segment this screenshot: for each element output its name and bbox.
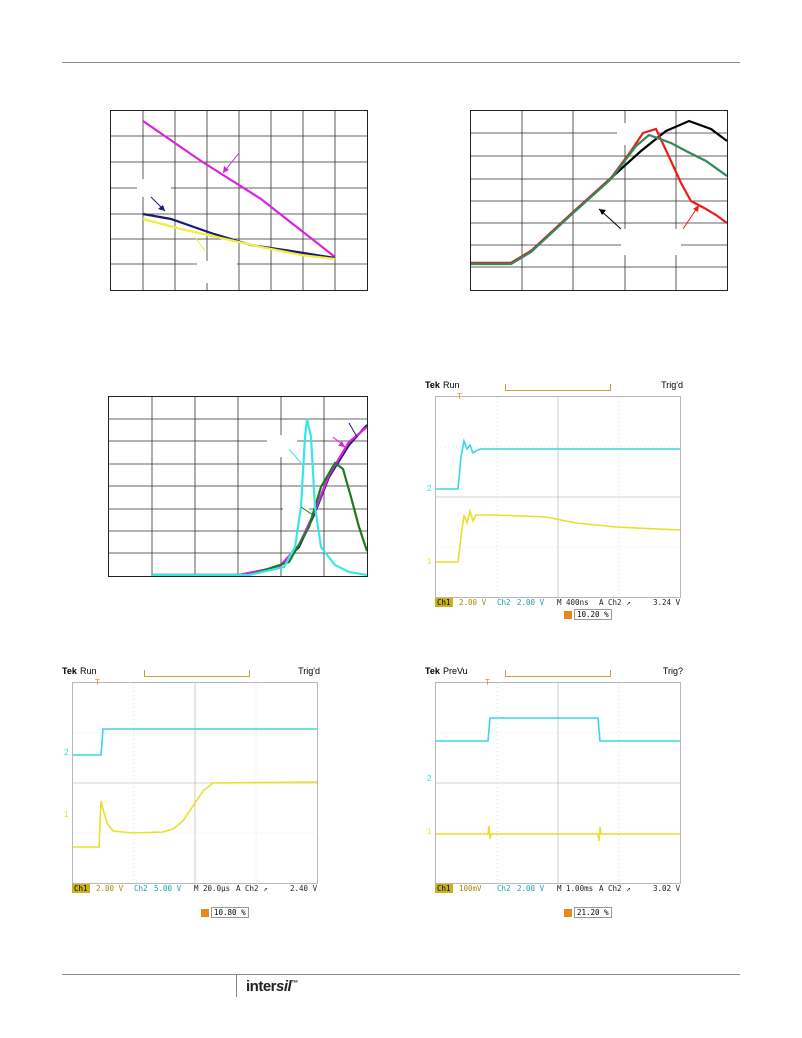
arrow-yellow: [194, 236, 206, 252]
graph-top-left-plot: [111, 111, 367, 290]
footer-rule: [62, 974, 740, 975]
timebase: M 20.0µs: [194, 884, 231, 893]
trigger-icon: [564, 611, 572, 619]
ch2-scale: 2.00 V: [517, 598, 545, 607]
trigger-percent: 21.20 %: [564, 907, 612, 918]
trigger-percent-value: 21.20 %: [574, 907, 612, 918]
arrow-navy: [348, 422, 358, 438]
curve-navy: [142, 212, 336, 260]
curve-magenta: [142, 120, 336, 258]
graph-middle-left: [108, 396, 368, 577]
ch2-scale: 2.00 V: [517, 884, 545, 893]
scope-capture-1: Tek Run Trig'd T 2 1 Ch1 2.00 V Ch2 2.00…: [425, 378, 689, 620]
ch2-waveform: [436, 438, 680, 490]
scope-brand: Tek: [425, 380, 440, 390]
graph-top-left: [110, 110, 368, 291]
scope-waveforms: [73, 683, 317, 883]
trigger-pos-marker: T: [95, 678, 100, 687]
scope-capture-2: Tek Run Trig'd T 2 1 Ch1 2.00 V Ch2 5.00…: [62, 664, 326, 918]
intersil-logo: intersil™: [246, 978, 298, 995]
curve-black: [471, 119, 727, 265]
scope-screen: [72, 682, 318, 884]
curve-yellow: [142, 217, 336, 261]
trigger-pos-marker: T: [485, 678, 490, 687]
curve-red: [471, 127, 727, 265]
scope-screen: [435, 682, 681, 884]
ch1-marker: 1: [427, 557, 432, 566]
arrow-darkgreen: [300, 506, 314, 516]
trigger-percent: 10.80 %: [201, 907, 249, 918]
scope-brand: Tek: [62, 666, 77, 676]
curve-magenta: [152, 426, 367, 576]
ch1-waveform: [436, 825, 680, 842]
scope-waveforms: [436, 683, 680, 883]
scope-run-state: Run: [443, 380, 460, 390]
ch1-marker: 1: [427, 827, 432, 836]
scope-footer: Ch1 100mV Ch2 2.00 V M 1.00ms A Ch2 ↗ 3.…: [435, 884, 681, 894]
curve-cyan: [152, 418, 367, 576]
trigger-percent: 10.20 %: [564, 609, 612, 620]
ch2-waveform: [436, 717, 680, 742]
logo-main: inter: [246, 978, 277, 995]
ch2-waveform: [73, 728, 317, 756]
scope-horizontal-position-bar: [505, 670, 611, 677]
trigger-icon: [564, 909, 572, 917]
ch1-label: Ch1: [72, 884, 90, 893]
graph-top-right: [470, 110, 728, 291]
ch1-scale: 100mV: [459, 884, 482, 893]
scope-horizontal-position-bar: [144, 670, 250, 677]
curve-darkgreen: [152, 461, 367, 576]
ch2-label: Ch2: [497, 598, 511, 607]
ch1-scale: 2.00 V: [459, 598, 487, 607]
ch2-marker: 2: [427, 484, 432, 493]
ch1-label: Ch1: [435, 598, 453, 607]
ch1-waveform: [436, 507, 680, 563]
trigger-level: 3.24 V: [653, 598, 681, 607]
trigger-level: 2.40 V: [290, 884, 318, 893]
scope-header: Tek Run Trig'd: [425, 378, 689, 394]
scope-header: Tek PreVu Trig?: [425, 664, 689, 680]
ch2-marker: 2: [427, 774, 432, 783]
header-rule: [62, 62, 740, 63]
ch2-marker: 2: [64, 748, 69, 757]
trigger-level: 3.02 V: [653, 884, 681, 893]
scope-screen: [435, 396, 681, 598]
trigger-source: A Ch2 ↗: [599, 884, 631, 893]
ch1-marker: 1: [64, 810, 69, 819]
curve-navy: [152, 424, 367, 576]
scope-footer: Ch1 2.00 V Ch2 2.00 V M 400ns A Ch2 ↗ 3.…: [435, 598, 681, 608]
trigger-icon: [201, 909, 209, 917]
trigger-percent-value: 10.20 %: [574, 609, 612, 620]
scope-capture-3: Tek PreVu Trig? T 2 1 Ch1 100mV Ch2 2.00…: [425, 664, 689, 918]
footer-divider: [236, 975, 237, 997]
logo-accent: sil: [276, 978, 292, 995]
ch2-label: Ch2: [134, 884, 148, 893]
graph-top-right-plot: [471, 111, 727, 290]
graph-middle-left-plot: [109, 397, 367, 576]
scope-run-state: Run: [80, 666, 97, 676]
scope-brand: Tek: [425, 666, 440, 676]
trigger-source: A Ch2 ↗: [236, 884, 268, 893]
curve-green: [471, 133, 727, 266]
ch2-label: Ch2: [497, 884, 511, 893]
scope-waveforms: [436, 397, 680, 597]
timebase: M 400ns: [557, 598, 589, 607]
scope-horizontal-position-bar: [505, 384, 611, 391]
arrow-cyan: [288, 448, 302, 464]
scope-header: Tek Run Trig'd: [62, 664, 326, 680]
ch1-label: Ch1: [435, 884, 453, 893]
scope-trigger-state: Trig'd: [661, 380, 683, 390]
trigger-percent-value: 10.80 %: [211, 907, 249, 918]
scope-trigger-state: Trig'd: [298, 666, 320, 676]
scope-run-state: PreVu: [443, 666, 468, 676]
scope-footer: Ch1 2.00 V Ch2 5.00 V M 20.0µs A Ch2 ↗ 2…: [72, 884, 318, 894]
timebase: M 1.00ms: [557, 884, 594, 893]
ch2-scale: 5.00 V: [154, 884, 182, 893]
logo-trademark: ™: [291, 980, 298, 987]
scope-trigger-state: Trig?: [662, 666, 683, 676]
ch1-scale: 2.00 V: [96, 884, 124, 893]
trigger-source: A Ch2 ↗: [599, 598, 631, 607]
ch1-waveform: [73, 781, 317, 848]
trigger-pos-marker: T: [457, 392, 462, 401]
